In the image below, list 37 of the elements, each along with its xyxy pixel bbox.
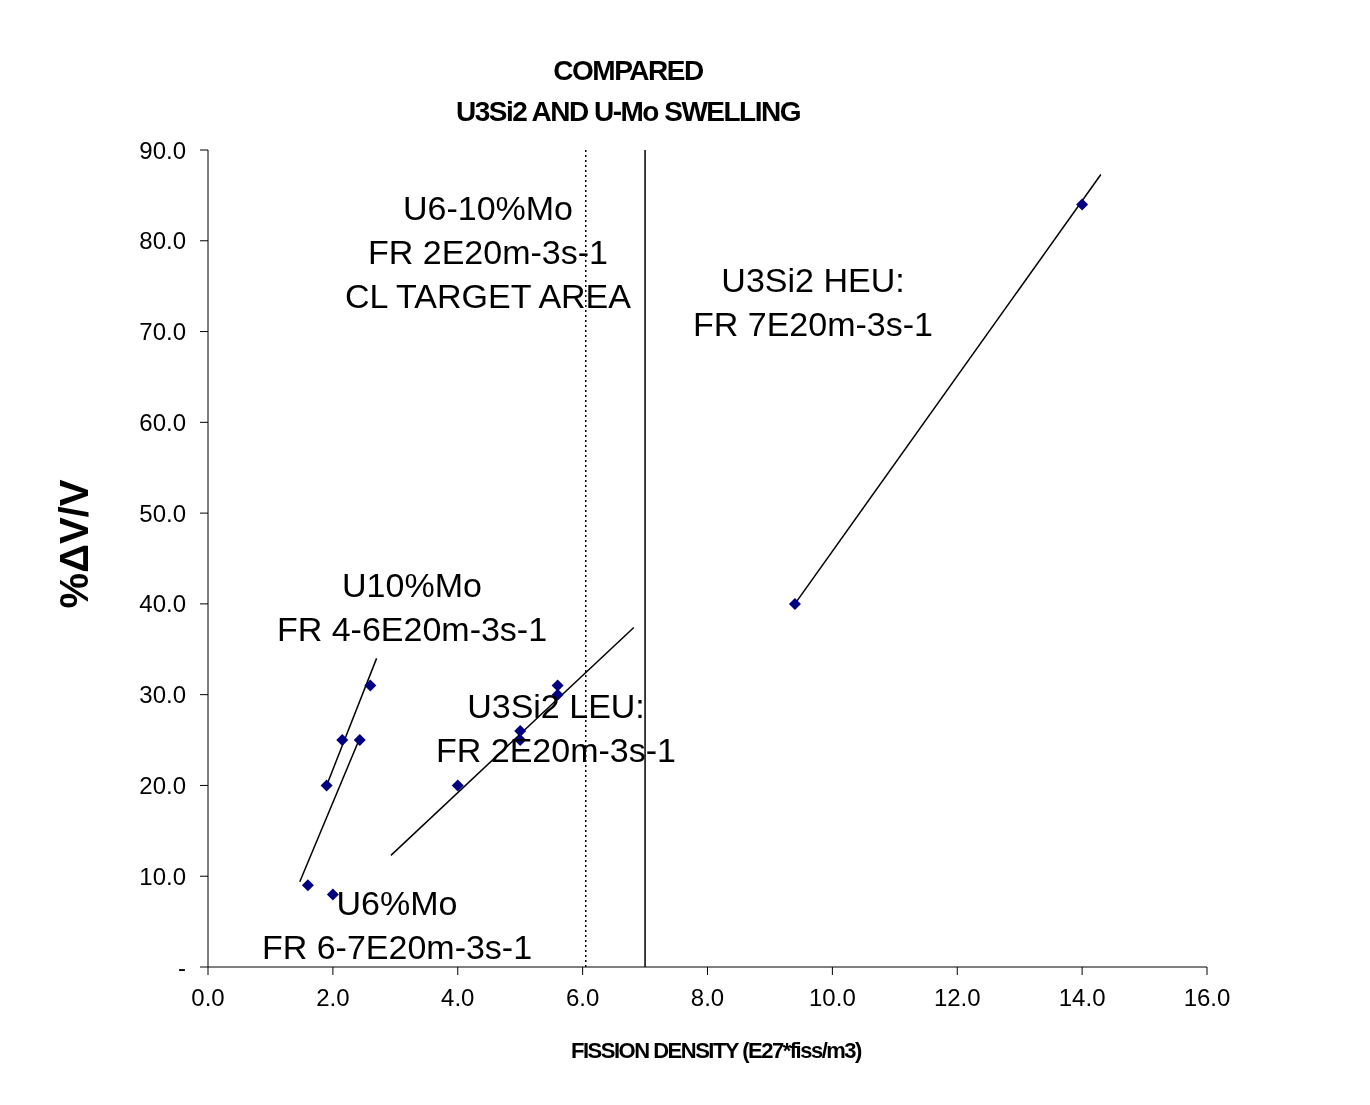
x-tick-label: 16.0	[1183, 984, 1231, 1012]
y-axis-title: %ΔV/V	[51, 479, 97, 609]
point	[788, 597, 801, 610]
annotation: U6%Mo FR 6-7E20m-3s-1	[261, 883, 533, 968]
y-tick-label: 50.0	[139, 499, 186, 527]
point	[1076, 198, 1089, 211]
chart-subtitle: U3Si2 AND U-Mo SWELLING	[455, 95, 801, 129]
point	[301, 879, 314, 892]
point	[336, 734, 349, 747]
y-tick-label: 70.0	[139, 318, 186, 346]
x-axis-title: FISSION DENSITY (E27*fiss/m3)	[570, 1038, 863, 1064]
x-tick-label: 10.0	[809, 984, 856, 1012]
y-tick-label: 90.0	[139, 136, 186, 164]
chart-title: COMPARED	[552, 54, 704, 88]
annotation: U10%Mo FR 4-6E20m-3s-1	[276, 565, 548, 650]
point	[551, 679, 564, 692]
x-tick-label: 12.0	[933, 984, 981, 1012]
annotation: U6-10%Mo FR 2E20m-3s-1 CL TARGET AREA	[345, 188, 631, 317]
point	[364, 679, 377, 692]
point	[326, 888, 339, 901]
y-tick-label: 30.0	[139, 681, 186, 709]
point	[320, 779, 333, 792]
x-tick-label: 4.0	[441, 984, 475, 1012]
y-tick-label: 60.0	[139, 408, 186, 436]
y-tick-label: -	[178, 953, 186, 981]
x-tick-label: 14.0	[1058, 984, 1106, 1012]
annotation: U3Si2 HEU: FR 7E20m-3s-1	[693, 260, 933, 345]
x-tick-label: 6.0	[565, 984, 600, 1012]
point	[353, 734, 366, 747]
point	[451, 779, 464, 792]
y-tick-label: 20.0	[139, 771, 186, 799]
x-tick-label: 8.0	[690, 984, 725, 1012]
x-tick-label: 0.0	[191, 984, 225, 1012]
x-tick-label: 2.0	[316, 984, 350, 1012]
y-tick-label: 10.0	[139, 862, 186, 890]
y-tick-label: 40.0	[139, 590, 186, 618]
y-tick-label: 80.0	[139, 227, 186, 255]
